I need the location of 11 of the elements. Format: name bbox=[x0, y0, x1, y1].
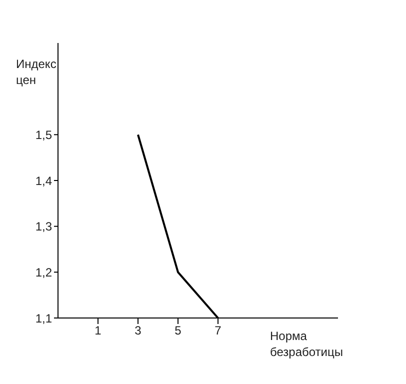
y-tick-label: 1,1 bbox=[35, 311, 52, 326]
y-tick-label: 1,2 bbox=[35, 265, 52, 280]
x-tick-label: 7 bbox=[214, 324, 222, 338]
y-tick-label: 1,5 bbox=[35, 128, 52, 142]
y-tick-label: 1,3 bbox=[35, 220, 52, 234]
x-axis-title: Норма безработицы bbox=[270, 329, 343, 359]
x-tick-label: 5 bbox=[174, 324, 182, 338]
x-tick-label: 1 bbox=[94, 324, 102, 338]
x-tick-label: 3 bbox=[134, 324, 142, 338]
y-tick-label: 1,4 bbox=[35, 174, 52, 188]
y-axis-title: Индекс цен bbox=[16, 57, 56, 87]
